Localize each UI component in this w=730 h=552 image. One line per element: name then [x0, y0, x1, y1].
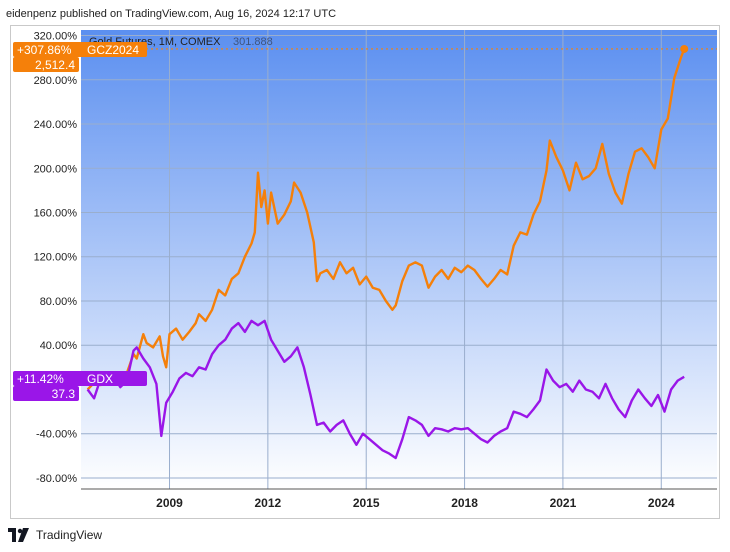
x-axis: 2009 2012 2015 2018 2021 2024	[156, 496, 675, 510]
series-last-value: 37.3	[52, 387, 76, 401]
series-lines	[81, 44, 717, 460]
series-badge-gcz2024: +307.86% GCZ2024 2,512.4	[13, 42, 147, 72]
y-tick-label: -80.00%	[36, 473, 77, 485]
series-change-label: +11.42%	[17, 372, 64, 386]
series-line-gdx	[86, 319, 685, 460]
series-line-gcz2024	[86, 48, 686, 391]
y-tick-label: 120.00%	[34, 252, 78, 264]
series-symbol-label: GDX	[87, 372, 113, 386]
footer: TradingView	[8, 528, 102, 542]
y-tick-label: 320.00%	[34, 31, 78, 43]
tradingview-brand: TradingView	[36, 528, 103, 542]
x-tick-label: 2015	[353, 496, 380, 510]
grid	[81, 30, 717, 490]
y-axis: 320.00% 280.00% 240.00% 200.00% 160.00% 120.0…	[34, 31, 78, 485]
y-tick-label: 80.00%	[40, 296, 78, 308]
price-chart[interactable]: 320.00% 280.00% 240.00% 200.00% 160.00% 120.0…	[11, 26, 721, 520]
tradingview-logo-icon	[8, 528, 29, 542]
publish-info: eidenpenz published on TradingView.com, …	[6, 8, 337, 20]
y-tick-label: 280.00%	[34, 75, 78, 87]
x-tick-label: 2009	[156, 496, 183, 510]
series-badges: +307.86% GCZ2024 2,512.4 +11.42% GDX 37.3	[13, 42, 147, 401]
chart-frame[interactable]: 320.00% 280.00% 240.00% 200.00% 160.00% 120.0…	[10, 25, 720, 519]
series-symbol-label: GCZ2024	[87, 43, 139, 57]
series-last-value: 2,512.4	[35, 58, 75, 72]
series-change-label: +307.86%	[17, 43, 72, 57]
plot-background	[81, 30, 717, 489]
series-badge-gdx: +11.42% GDX 37.3	[13, 371, 147, 401]
y-tick-label: 240.00%	[34, 119, 78, 131]
y-tick-label: 200.00%	[34, 163, 78, 175]
gold-last-marker	[680, 44, 689, 53]
chart-title-value: 301.888	[233, 36, 273, 48]
y-tick-label: 160.00%	[34, 207, 78, 219]
x-tick-label: 2018	[451, 496, 478, 510]
x-tick-label: 2024	[648, 496, 675, 510]
x-tick-label: 2012	[255, 496, 282, 510]
x-tick-label: 2021	[550, 496, 577, 510]
y-tick-label: 40.00%	[40, 340, 78, 352]
y-tick-label: -40.00%	[36, 429, 77, 441]
